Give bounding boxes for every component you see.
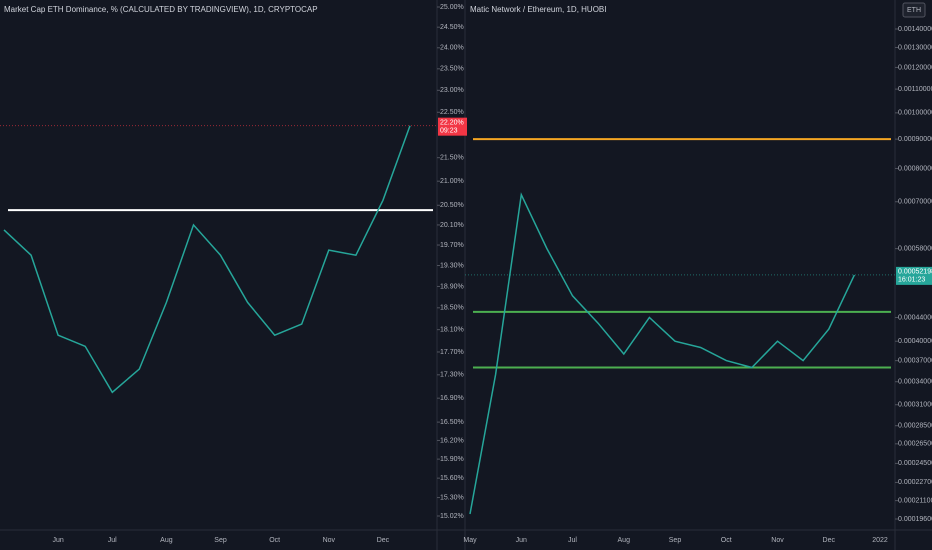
y-tick-label: 16.90% — [440, 395, 464, 402]
y-tick-label: 18.50% — [440, 305, 464, 312]
currency-button[interactable] — [902, 2, 926, 18]
y-tick-label: 15.90% — [440, 456, 464, 463]
y-tick-label: 18.10% — [440, 326, 464, 333]
last-price-label: 0.00052198 — [898, 269, 932, 276]
x-tick-label: Aug — [160, 537, 173, 544]
x-tick-label: Dec — [823, 537, 836, 544]
x-tick-label: Oct — [269, 537, 280, 544]
y-tick-label: 0.00037000 — [898, 357, 932, 364]
x-tick-label: Jul — [568, 537, 577, 544]
y-tick-label: 0.00034000 — [898, 379, 932, 386]
y-tick-label: 17.30% — [440, 372, 464, 379]
x-tick-label: Jul — [108, 537, 117, 544]
y-tick-label: 0.00130000 — [898, 44, 932, 51]
x-tick-label: Sep — [214, 537, 227, 544]
countdown-label: 09:23 — [440, 128, 458, 135]
y-tick-label: 15.30% — [440, 494, 464, 501]
y-tick-label: 0.00044000 — [898, 314, 932, 321]
y-tick-label: 21.00% — [440, 178, 464, 185]
x-tick-label: Aug — [618, 537, 631, 544]
x-tick-label: Sep — [669, 537, 682, 544]
y-tick-label: 18.90% — [440, 283, 464, 290]
y-tick-label: 0.00031000 — [898, 402, 932, 409]
y-tick-label: 24.00% — [440, 45, 464, 52]
y-tick-label: 19.70% — [440, 242, 464, 249]
y-tick-label: 0.00090000 — [898, 136, 932, 143]
countdown-label: 16:01:23 — [898, 277, 925, 284]
price-line — [3, 125, 411, 394]
y-tick-label: 17.70% — [440, 349, 464, 356]
y-tick-label: 0.00022700 — [898, 479, 932, 486]
y-tick-label: 16.20% — [440, 437, 464, 444]
x-tick-label: Dec — [377, 537, 390, 544]
x-tick-label: Nov — [771, 537, 784, 544]
y-tick-label: 0.00040000 — [898, 338, 932, 345]
y-tick-label: 20.10% — [440, 222, 464, 229]
y-tick-label: 15.60% — [440, 475, 464, 482]
x-tick-label: May — [463, 537, 477, 544]
last-price-box — [896, 266, 932, 285]
x-tick-label: Nov — [323, 537, 336, 544]
price-line — [469, 192, 856, 515]
y-tick-label: 0.00120000 — [898, 64, 932, 71]
y-tick-label: 0.00100000 — [898, 110, 932, 117]
y-tick-label: 15.02% — [440, 513, 464, 520]
chart-title: Market Cap ETH Dominance, % (CALCULATED … — [4, 5, 318, 14]
x-tick-label: Jun — [52, 537, 63, 544]
y-tick-label: 0.00028500 — [898, 423, 932, 430]
y-tick-label: 23.50% — [440, 66, 464, 73]
last-price-box — [438, 117, 467, 136]
y-tick-label: 0.00080000 — [898, 165, 932, 172]
y-tick-label: 25.00% — [440, 4, 464, 11]
y-tick-label: 24.50% — [440, 24, 464, 31]
x-tick-label: 2022 — [872, 537, 888, 544]
y-tick-label: 20.50% — [440, 202, 464, 209]
currency-button-label: ETH — [907, 7, 921, 14]
y-tick-label: 0.00140000 — [898, 26, 932, 33]
y-tick-label: 0.00024500 — [898, 460, 932, 467]
x-tick-label: Oct — [721, 537, 732, 544]
y-tick-label: 0.00058000 — [898, 245, 932, 252]
y-tick-label: 22.50% — [440, 109, 464, 116]
y-tick-label: 21.50% — [440, 155, 464, 162]
y-tick-label: 0.00110000 — [898, 86, 932, 93]
last-price-label: 22.20% — [440, 120, 464, 127]
y-tick-label: 0.00021100 — [898, 497, 932, 504]
y-tick-label: 0.00019600 — [898, 516, 932, 523]
y-tick-label: 23.00% — [440, 87, 464, 94]
chart-title: Matic Network / Ethereum, 1D, HUOBI — [470, 5, 606, 14]
y-tick-label: 0.00026500 — [898, 441, 932, 448]
y-tick-label: 16.50% — [440, 419, 464, 426]
y-tick-label: 19.30% — [440, 262, 464, 269]
x-tick-label: Jun — [516, 537, 527, 544]
y-tick-label: 0.00070000 — [898, 199, 932, 206]
